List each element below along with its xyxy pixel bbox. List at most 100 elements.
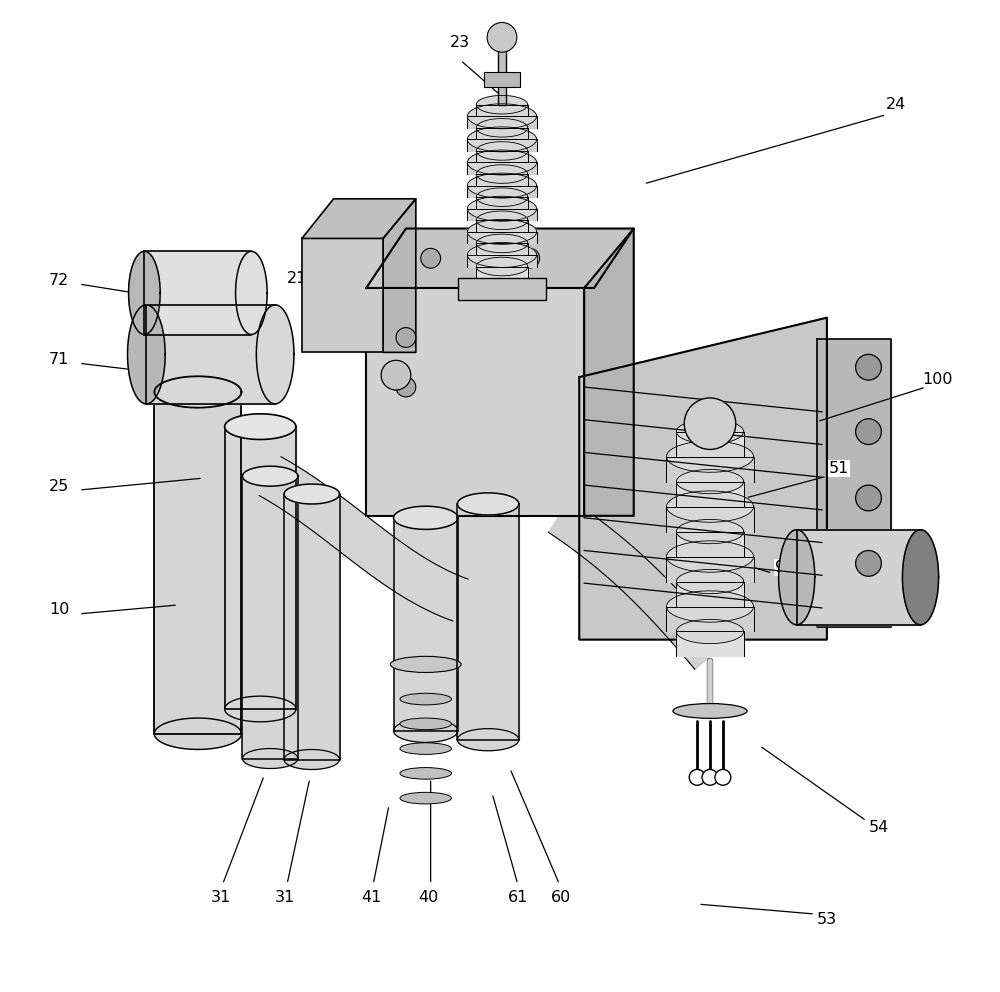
Ellipse shape <box>390 657 461 673</box>
Polygon shape <box>476 187 528 206</box>
Polygon shape <box>457 729 519 751</box>
Polygon shape <box>467 186 537 197</box>
Polygon shape <box>467 150 537 175</box>
Polygon shape <box>476 119 528 137</box>
Polygon shape <box>284 494 340 760</box>
Polygon shape <box>676 619 744 644</box>
Polygon shape <box>666 557 754 581</box>
Polygon shape <box>676 469 744 494</box>
Ellipse shape <box>400 793 451 804</box>
Polygon shape <box>476 234 528 253</box>
Circle shape <box>470 248 490 268</box>
Polygon shape <box>676 520 744 544</box>
Text: 54: 54 <box>868 820 889 835</box>
Circle shape <box>715 770 731 786</box>
Ellipse shape <box>400 693 451 705</box>
Polygon shape <box>584 228 634 516</box>
Text: 51: 51 <box>829 460 849 476</box>
Polygon shape <box>394 506 458 530</box>
Circle shape <box>702 770 718 786</box>
Polygon shape <box>548 499 725 670</box>
Bar <box>484 72 520 87</box>
Text: 40: 40 <box>419 890 439 905</box>
Polygon shape <box>476 211 528 229</box>
Polygon shape <box>476 142 528 160</box>
Polygon shape <box>666 507 754 532</box>
Polygon shape <box>676 632 744 657</box>
Polygon shape <box>154 392 241 734</box>
Polygon shape <box>467 163 537 174</box>
Ellipse shape <box>673 703 747 718</box>
Text: 53: 53 <box>817 913 837 928</box>
Polygon shape <box>259 456 468 621</box>
Polygon shape <box>676 481 744 507</box>
Polygon shape <box>129 251 160 334</box>
Polygon shape <box>394 719 458 742</box>
Polygon shape <box>467 140 537 151</box>
Polygon shape <box>676 532 744 557</box>
Polygon shape <box>457 493 519 515</box>
Polygon shape <box>457 504 519 740</box>
Text: 72: 72 <box>49 273 69 288</box>
Polygon shape <box>666 456 754 481</box>
Polygon shape <box>242 476 298 759</box>
Circle shape <box>396 327 416 347</box>
Bar <box>458 278 546 300</box>
Polygon shape <box>476 243 528 255</box>
Text: 24: 24 <box>886 97 906 112</box>
Bar <box>366 288 584 516</box>
Circle shape <box>689 770 705 786</box>
Text: 81: 81 <box>901 597 921 612</box>
Text: 91: 91 <box>775 559 795 574</box>
Text: 31: 31 <box>211 890 231 905</box>
Text: 41: 41 <box>361 890 381 905</box>
Polygon shape <box>902 530 939 625</box>
Polygon shape <box>476 128 528 140</box>
Polygon shape <box>366 228 634 288</box>
Polygon shape <box>476 174 528 186</box>
Polygon shape <box>467 116 537 128</box>
Circle shape <box>856 551 881 576</box>
Polygon shape <box>383 198 416 352</box>
Polygon shape <box>467 196 537 221</box>
Polygon shape <box>676 581 744 606</box>
Bar <box>498 26 506 105</box>
Polygon shape <box>666 606 754 632</box>
Polygon shape <box>144 251 251 334</box>
Text: 60: 60 <box>551 890 572 905</box>
Text: 23: 23 <box>450 35 470 50</box>
Circle shape <box>396 377 416 397</box>
Text: 71: 71 <box>49 352 69 367</box>
Polygon shape <box>817 339 891 627</box>
Circle shape <box>487 23 517 53</box>
Polygon shape <box>284 484 340 504</box>
Polygon shape <box>394 518 458 731</box>
Polygon shape <box>476 267 528 278</box>
Circle shape <box>856 485 881 511</box>
Polygon shape <box>154 376 241 408</box>
Polygon shape <box>284 750 340 770</box>
Polygon shape <box>667 591 754 622</box>
Text: 10: 10 <box>49 602 69 617</box>
Polygon shape <box>476 165 528 184</box>
Polygon shape <box>467 232 537 243</box>
Polygon shape <box>676 432 744 456</box>
Polygon shape <box>467 219 537 244</box>
Polygon shape <box>467 104 537 129</box>
Polygon shape <box>476 197 528 208</box>
Polygon shape <box>467 208 537 220</box>
Polygon shape <box>476 220 528 232</box>
Text: 31: 31 <box>275 890 295 905</box>
Polygon shape <box>779 530 815 625</box>
Ellipse shape <box>400 743 451 754</box>
Polygon shape <box>579 317 827 640</box>
Ellipse shape <box>400 718 451 730</box>
Circle shape <box>856 354 881 380</box>
Polygon shape <box>676 420 744 443</box>
Ellipse shape <box>400 768 451 779</box>
Polygon shape <box>476 257 528 276</box>
Text: 61: 61 <box>508 890 528 905</box>
Polygon shape <box>236 251 267 334</box>
Text: 25: 25 <box>49 478 69 494</box>
Polygon shape <box>667 440 754 472</box>
